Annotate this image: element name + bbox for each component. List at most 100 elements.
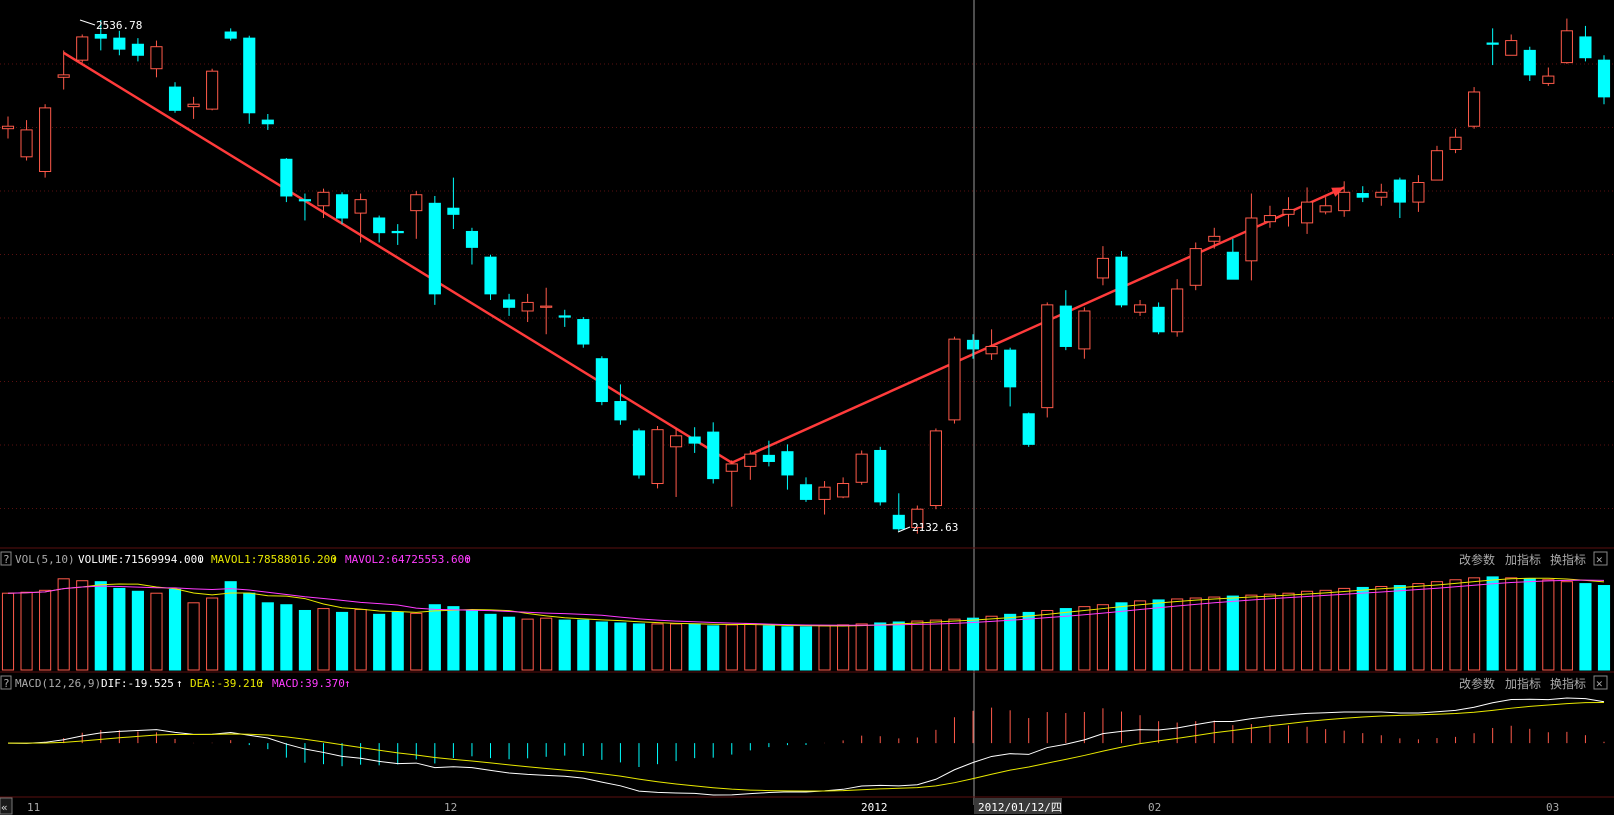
- price-grid: [0, 63, 1614, 509]
- candle-body: [298, 199, 311, 202]
- volume-bar: [410, 612, 423, 671]
- volume-bar: [1338, 587, 1351, 671]
- candle-body: [892, 514, 905, 530]
- volume-bar: [1078, 606, 1091, 671]
- candle-body: [818, 486, 831, 500]
- candle-body: [410, 194, 423, 212]
- trend-line: [63, 51, 1345, 465]
- x-axis-label-2012: 2012: [861, 801, 888, 814]
- candle-body: [1505, 40, 1518, 56]
- macd-header: ? MACD(12,26,9) DIF:-19.525 ↑ DEA:-39.21…: [0, 675, 1608, 691]
- volume-bar: [892, 621, 905, 671]
- candle: [892, 493, 905, 532]
- candle: [39, 104, 52, 178]
- candle: [1319, 197, 1332, 215]
- volume-bar: [744, 623, 757, 671]
- candle: [558, 309, 571, 327]
- volume-bar: [261, 602, 274, 671]
- vol-ma1: MAVOL1:78588016.200: [211, 553, 337, 566]
- volume-bar: [725, 624, 738, 671]
- volume-bar: [837, 624, 850, 671]
- x-axis-label-dec: 12: [444, 801, 457, 814]
- candle-body: [577, 319, 590, 345]
- candle-body: [1263, 215, 1277, 223]
- volume-bar: [428, 604, 441, 671]
- candle-body: [187, 103, 200, 108]
- candle-body: [1189, 248, 1202, 286]
- candle-body: [632, 430, 646, 476]
- macd-close-icon[interactable]: [1593, 675, 1608, 690]
- candle: [1560, 18, 1573, 64]
- macd-add-indicator-button[interactable]: 加指标: [1505, 676, 1541, 691]
- candle-body: [725, 463, 738, 472]
- candle-body: [428, 202, 441, 295]
- volume-bar: [521, 618, 534, 671]
- vol-add-indicator-button[interactable]: 加指标: [1505, 552, 1541, 567]
- candle: [484, 254, 497, 300]
- candle-body: [1245, 217, 1258, 262]
- candle-body: [744, 453, 757, 467]
- scroll-left-icon[interactable]: [0, 797, 13, 815]
- candle: [688, 427, 701, 453]
- candle: [651, 426, 664, 489]
- volume-bar: [1486, 576, 1499, 671]
- volume-bar: [595, 621, 608, 671]
- candle: [94, 20, 107, 51]
- vol-help-icon[interactable]: [0, 551, 12, 566]
- volume-bar: [280, 604, 293, 671]
- volume-bar: [1133, 600, 1147, 671]
- svg-text:✕: ✕: [1596, 553, 1603, 566]
- candle: [1208, 227, 1221, 249]
- macd-switch-indicator-button[interactable]: 换指标: [1550, 676, 1586, 691]
- candle-body: [1468, 91, 1481, 127]
- candle: [168, 82, 182, 113]
- candle: [595, 356, 608, 406]
- candle-body: [929, 430, 942, 507]
- volume-bar: [57, 578, 70, 671]
- candle-body: [762, 454, 775, 462]
- volume-bar: [948, 618, 961, 671]
- macd-help-icon[interactable]: [0, 675, 12, 690]
- macd-change-params-button[interactable]: 改参数: [1459, 676, 1495, 691]
- candle: [1226, 238, 1239, 280]
- candle-body: [168, 86, 182, 111]
- candle-body: [57, 74, 70, 78]
- volume-bar: [1375, 585, 1388, 671]
- candle: [1523, 46, 1536, 81]
- volume-bar: [1301, 590, 1314, 671]
- trend-arrow-icon: [1331, 187, 1345, 197]
- volume-bar: [317, 608, 330, 671]
- candle: [224, 28, 237, 41]
- volume-bar: [1115, 602, 1128, 671]
- volume-bar: [558, 619, 571, 671]
- candle-body: [1133, 304, 1147, 313]
- candle-body: [465, 230, 479, 248]
- candle: [1468, 87, 1481, 129]
- candle-body: [781, 451, 794, 476]
- candle-body: [280, 158, 293, 197]
- volume-bar: [1430, 581, 1444, 671]
- candle-body: [595, 358, 608, 403]
- volume-bar: [1542, 579, 1555, 671]
- vol-close-icon[interactable]: [1593, 551, 1608, 566]
- candle-body: [1152, 306, 1165, 333]
- volume-bar: [985, 615, 998, 671]
- volume-bar: [1226, 595, 1239, 671]
- vol-ma1-line: [7, 577, 1605, 627]
- volume-bar: [150, 592, 163, 671]
- cursor-date-badge: [974, 798, 1062, 814]
- candle-body: [76, 36, 89, 61]
- volume-bar: [20, 591, 33, 671]
- candle: [20, 120, 33, 161]
- candle: [1375, 183, 1388, 206]
- vol-header: ? VOL(5,10) VOLUME:71569994.000 ↓ MAVOL1…: [0, 551, 1608, 567]
- vol-change-params-button[interactable]: 改参数: [1459, 552, 1495, 567]
- volume-bar: [614, 622, 627, 671]
- volume-bar: [1152, 599, 1165, 671]
- volume-bar: [1208, 596, 1221, 671]
- macd-dif-line: [7, 697, 1605, 796]
- volume-bar: [1393, 585, 1406, 671]
- candle: [1041, 302, 1054, 418]
- vol-switch-indicator-button[interactable]: 换指标: [1550, 552, 1586, 567]
- volume-bar: [1189, 597, 1202, 671]
